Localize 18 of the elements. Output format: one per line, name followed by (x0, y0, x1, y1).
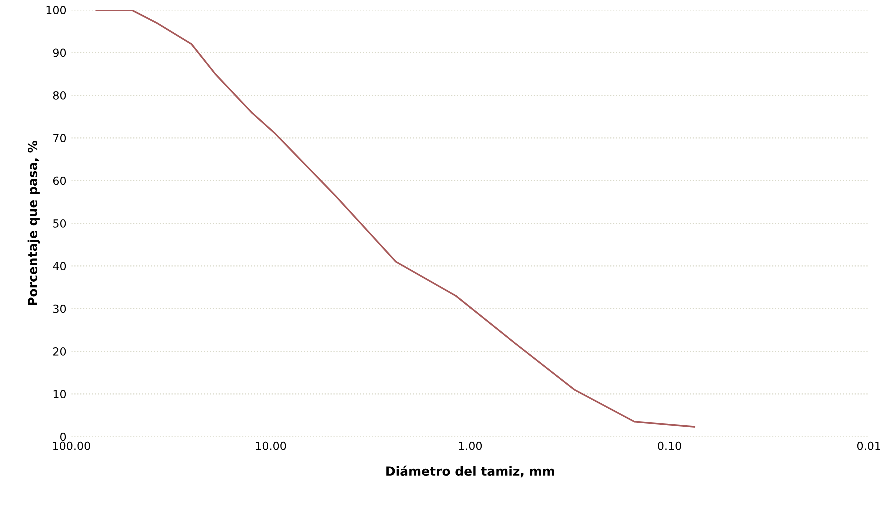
y-axis-title: Porcentaje que pasa, % (28, 141, 40, 306)
y-tick-label: 100 (46, 6, 66, 15)
y-tick-label: 70 (54, 134, 66, 143)
x-tick-label: 100.00 (53, 442, 90, 450)
x-tick-label: 1.00 (459, 442, 482, 450)
y-tick-label: 0 (60, 432, 66, 442)
x-axis-title: Diámetro del tamiz, mm (386, 466, 554, 478)
x-tick-label: 0.10 (658, 442, 682, 450)
y-tick-label: 90 (53, 48, 66, 58)
y-tick-label: 20 (53, 348, 66, 356)
x-tick-label: 10.00 (256, 442, 286, 450)
y-tick-label: 10 (54, 390, 66, 399)
y-tick-label: 60 (53, 176, 66, 186)
y-tick-label: 80 (53, 91, 66, 100)
x-tick-label: 0.01 (857, 442, 880, 450)
y-tick-label: 50 (54, 219, 66, 228)
y-tick-label: 30 (54, 304, 66, 314)
y-tick-label: 40 (53, 262, 66, 271)
